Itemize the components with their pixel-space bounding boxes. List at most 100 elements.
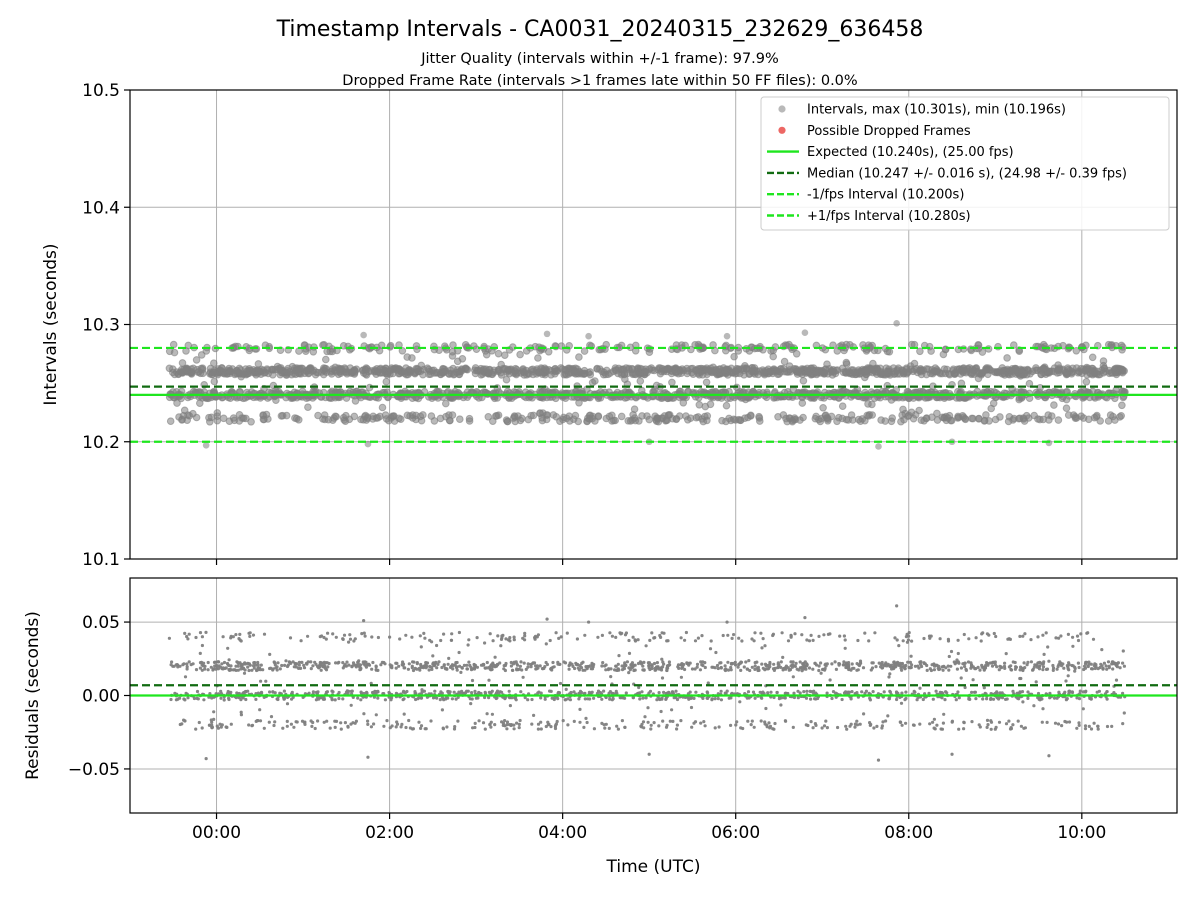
interval-point: [830, 696, 834, 701]
interval-point: [828, 632, 832, 636]
interval-point: [472, 662, 476, 667]
interval-point: [268, 690, 272, 694]
interval-point: [187, 632, 191, 636]
interval-point: [580, 661, 584, 666]
interval-point: [859, 661, 863, 665]
interval-point: [553, 726, 558, 731]
interval-point: [806, 723, 810, 728]
interval-point: [660, 657, 664, 661]
interval-point: [467, 660, 471, 664]
interval-point: [231, 668, 235, 672]
interval-point: [469, 665, 473, 669]
interval-point: [726, 660, 730, 664]
interval-point: [928, 413, 936, 422]
interval-point: [847, 661, 851, 665]
interval-point: [222, 698, 226, 702]
legend-label: Expected (10.240s), (25.00 fps): [807, 145, 1014, 160]
interval-point: [990, 664, 995, 668]
interval-point: [729, 723, 733, 728]
interval-point: [861, 666, 866, 670]
interval-point: [798, 660, 802, 664]
interval-point: [242, 662, 246, 666]
interval-point: [1071, 644, 1075, 648]
interval-point: [1021, 668, 1025, 673]
interval-point: [418, 668, 422, 672]
interval-point: [881, 371, 890, 379]
interval-point: [374, 414, 382, 422]
interval-point: [652, 721, 656, 725]
interval-point: [639, 724, 643, 728]
interval-point: [419, 665, 423, 670]
interval-point: [844, 416, 853, 424]
interval-point: [641, 664, 645, 668]
interval-point: [271, 365, 280, 374]
interval-point: [689, 705, 694, 710]
interval-point: [772, 668, 777, 673]
interval-point: [619, 365, 628, 374]
interval-point: [667, 660, 672, 664]
interval-point: [679, 636, 683, 640]
interval-point: [306, 634, 310, 638]
interval-point: [802, 690, 806, 694]
interval-point: [1015, 691, 1019, 695]
interval-point: [759, 631, 763, 635]
interval-point: [650, 664, 654, 668]
interval-point: [221, 666, 225, 670]
interval-point: [406, 667, 410, 671]
interval-point: [1066, 632, 1070, 637]
interval-point: [609, 675, 613, 679]
interval-point: [484, 413, 493, 421]
interval-point: [502, 375, 511, 384]
interval-point: [962, 727, 966, 731]
interval-point: [364, 660, 368, 664]
interval-point: [819, 671, 823, 675]
interval-point: [1064, 679, 1068, 683]
interval-point: [786, 639, 791, 643]
interval-point: [200, 726, 204, 730]
interval-point: [874, 665, 878, 669]
interval-point: [878, 387, 887, 396]
interval-point: [940, 727, 945, 731]
interval-point: [1018, 668, 1022, 672]
interval-point: [1061, 662, 1065, 666]
interval-point: [643, 412, 651, 420]
interval-point: [650, 631, 654, 635]
interval-point: [458, 664, 462, 668]
interval-point: [726, 633, 730, 637]
interval-point: [900, 723, 904, 727]
interval-point: [438, 698, 442, 702]
interval-point: [397, 415, 405, 424]
interval-point: [394, 725, 398, 729]
interval-point: [1079, 414, 1088, 422]
legend-label: +1/fps Interval (10.280s): [807, 209, 971, 224]
interval-point: [506, 638, 511, 642]
interval-point: [385, 719, 389, 723]
interval-point: [197, 351, 206, 359]
interval-point: [802, 666, 807, 670]
interval-point: [980, 416, 989, 425]
interval-point: [177, 365, 186, 374]
interval-point: [600, 633, 605, 638]
interval-point: [1076, 661, 1080, 665]
interval-point: [456, 415, 464, 424]
interval-point: [822, 724, 827, 728]
interval-point: [1116, 413, 1124, 421]
interval-point: [841, 663, 845, 667]
interval-point: [303, 722, 307, 727]
interval-point: [1083, 724, 1088, 728]
y-axis-label: Intervals (seconds): [41, 243, 61, 405]
interval-point: [783, 719, 788, 723]
interval-point: [563, 661, 568, 665]
interval-point: [185, 662, 189, 666]
interval-point: [947, 654, 951, 659]
interval-point: [938, 637, 942, 641]
interval-point: [657, 724, 661, 728]
interval-point: [675, 723, 680, 727]
interval-point: [568, 698, 573, 702]
interval-point: [1011, 723, 1015, 727]
interval-point: [959, 676, 963, 680]
interval-point: [166, 417, 175, 426]
interval-point: [551, 660, 555, 665]
interval-point: [746, 690, 751, 694]
interval-point: [219, 689, 223, 693]
